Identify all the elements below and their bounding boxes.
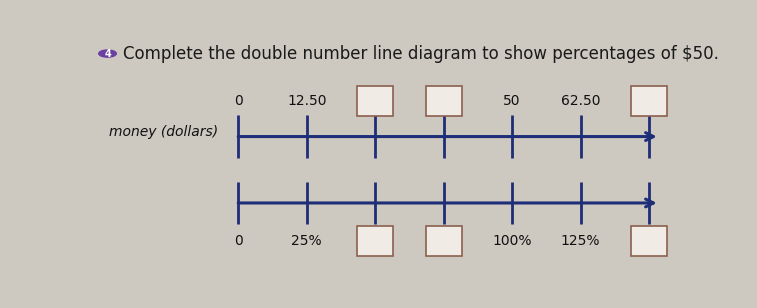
Text: 100%: 100%: [492, 234, 532, 248]
Bar: [425, 225, 462, 256]
Text: 125%: 125%: [561, 234, 600, 248]
Bar: [425, 86, 462, 116]
Bar: [631, 225, 667, 256]
Text: 62.50: 62.50: [561, 94, 600, 108]
Text: 12.50: 12.50: [287, 94, 326, 108]
Text: 0: 0: [234, 94, 243, 108]
Text: 25%: 25%: [291, 234, 322, 248]
Text: money (dollars): money (dollars): [109, 125, 219, 139]
Bar: [357, 86, 394, 116]
Bar: [631, 86, 667, 116]
Text: 4: 4: [104, 49, 111, 59]
Bar: [357, 225, 394, 256]
Text: 0: 0: [234, 234, 243, 248]
Text: Complete the double number line diagram to show percentages of $50.: Complete the double number line diagram …: [123, 45, 718, 63]
Text: 50: 50: [503, 94, 521, 108]
Circle shape: [98, 50, 117, 57]
